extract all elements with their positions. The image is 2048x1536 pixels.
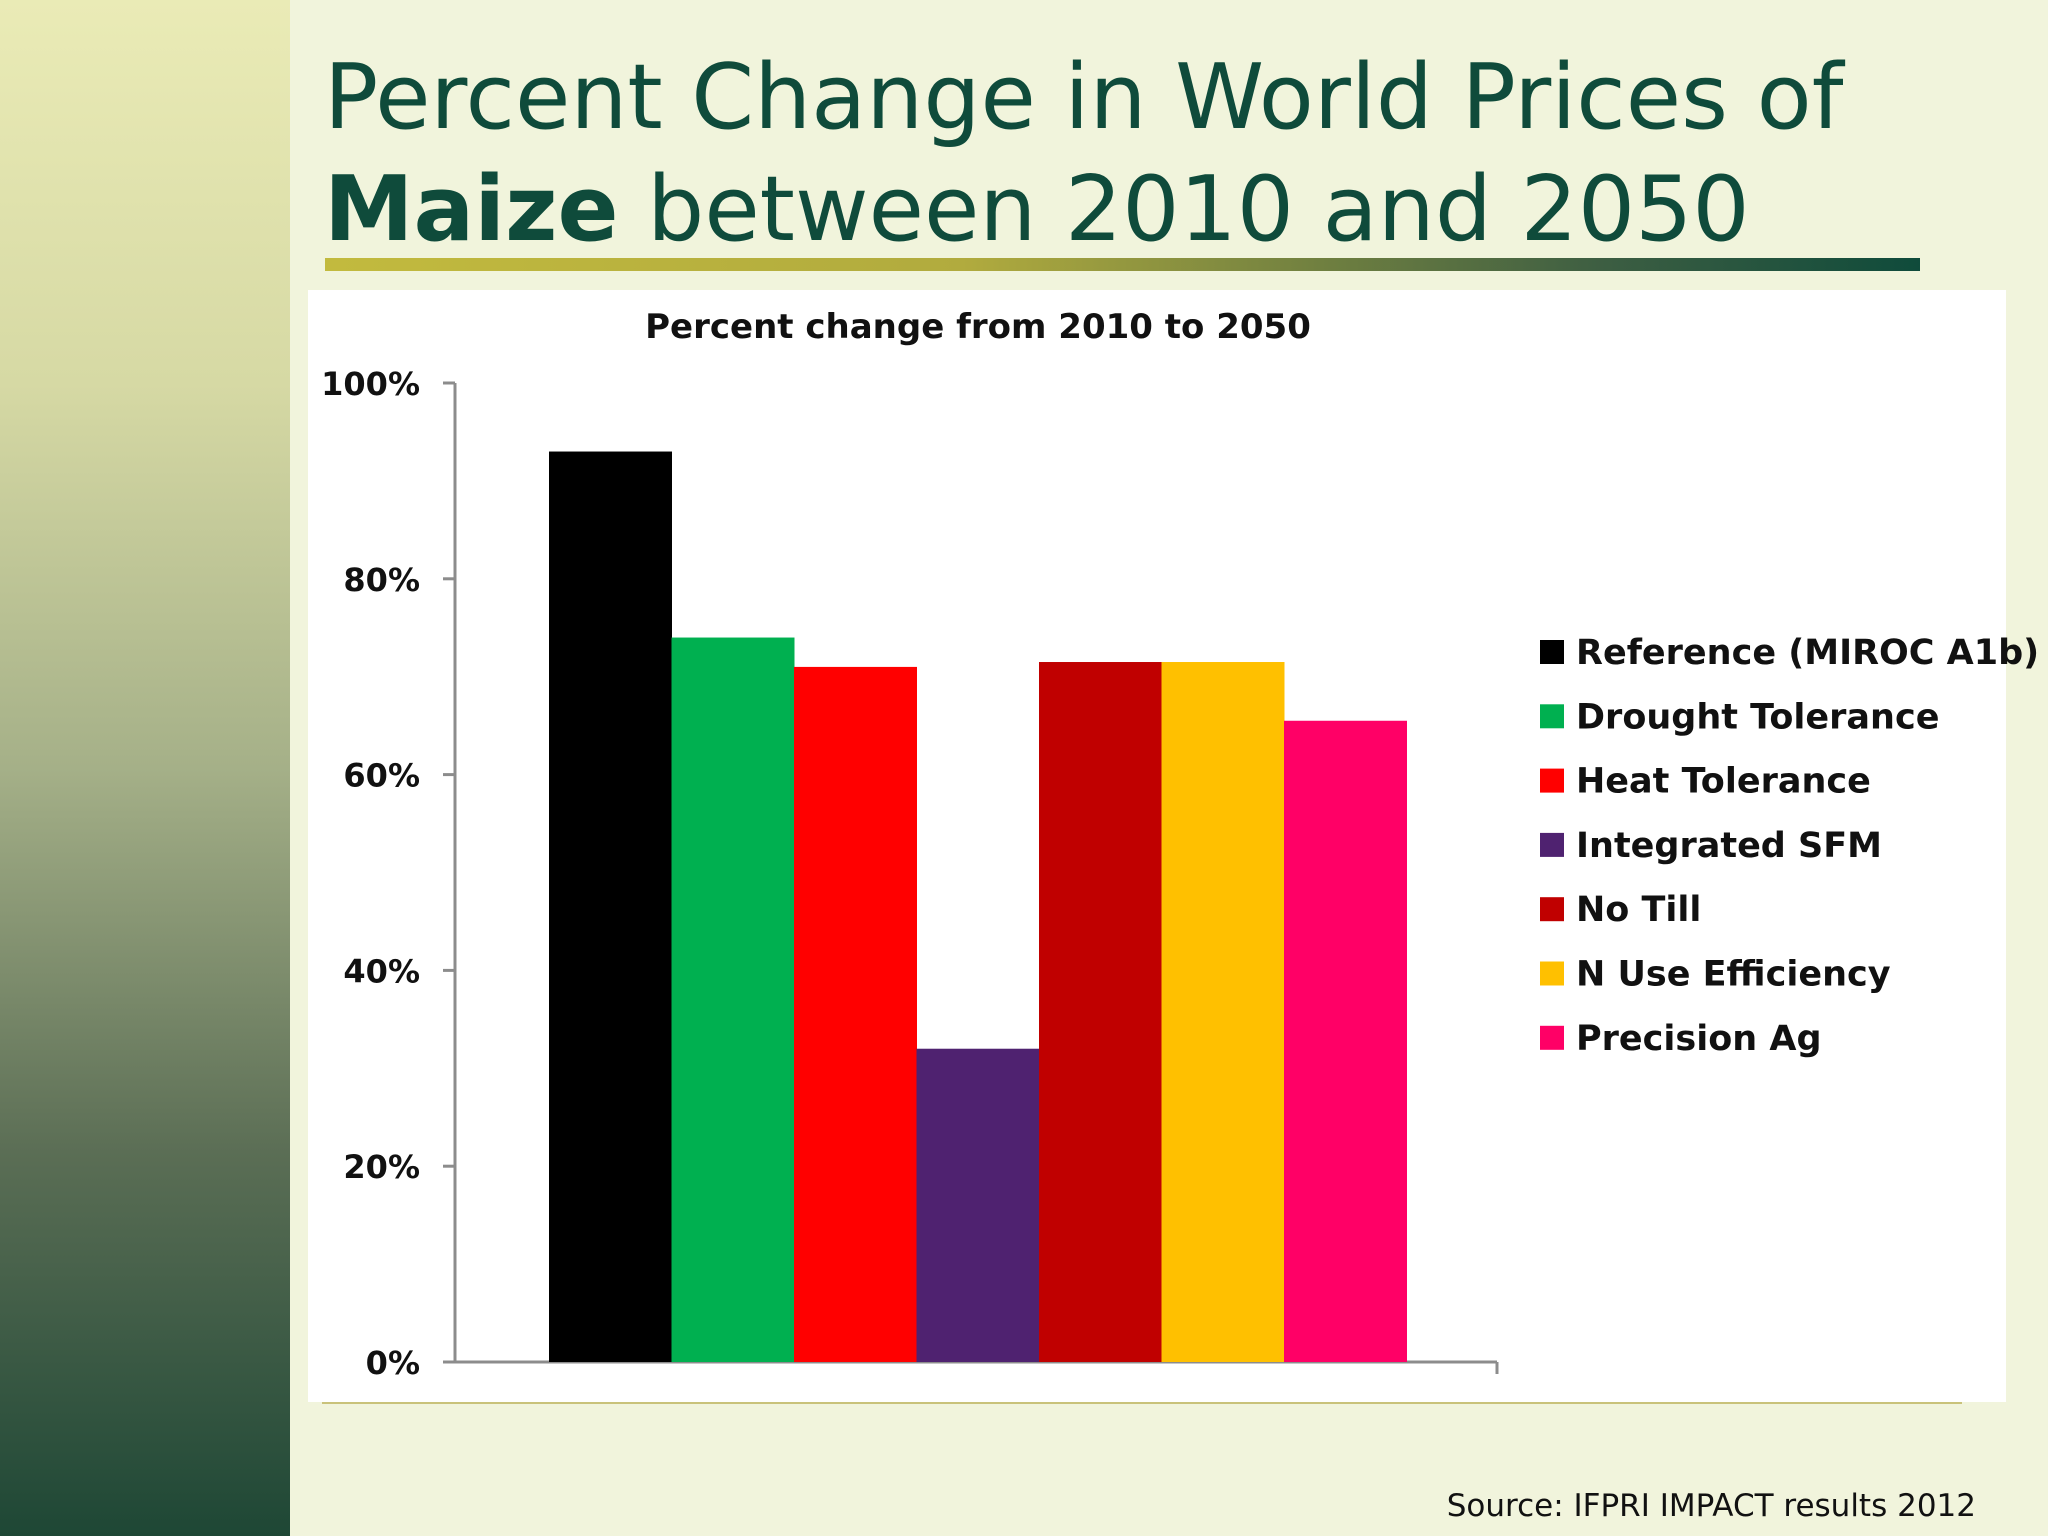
bar [549,451,672,1362]
bar [916,1048,1040,1362]
title-emphasis: Maize [324,157,619,262]
bar [1039,662,1162,1362]
title-line-2: Maize between 2010 and 2050 [324,154,1964,266]
y-tick-label: 40% [343,952,420,990]
legend-swatch [1540,640,1564,664]
bar [1284,720,1407,1362]
legend-label: Heat Tolerance [1576,762,1871,802]
legend-swatch [1540,832,1564,857]
legend-swatch [1540,768,1564,793]
slide-title: Percent Change in World Prices of Maize … [324,42,1964,266]
legend-label: Integrated SFM [1576,826,1882,866]
bar [794,666,917,1362]
legend-swatch [1540,704,1564,729]
y-tick-label: 0% [366,1344,420,1382]
title-underline [325,258,1920,271]
source-note: Source: IFPRI IMPACT results 2012 [1446,1488,1976,1524]
legend-label: N Use Efficiency [1576,955,1891,995]
y-tick-label: 20% [343,1148,420,1186]
title-line-2-rest: between 2010 and 2050 [618,157,1750,262]
legend-label: Precision Ag [1576,1019,1822,1059]
chart-title: Percent change from 2010 to 2050 [645,307,1311,347]
y-tick-label: 80% [343,561,420,599]
legend-swatch [1540,961,1564,986]
y-tick-label: 60% [343,757,420,795]
bar [671,637,795,1362]
y-tick-label: 100% [321,365,420,403]
title-line-1: Percent Change in World Prices of [324,45,1844,150]
chart-bottom-line [322,1402,1962,1404]
legend-label: Drought Tolerance [1576,697,1939,737]
bar [1161,662,1285,1362]
legend-label: No Till [1576,890,1701,930]
legend-swatch [1540,897,1564,922]
legend-swatch [1540,1025,1564,1050]
sidebar-gradient [0,0,290,1536]
legend-label: Reference (MIROC A1b) [1576,633,2039,673]
